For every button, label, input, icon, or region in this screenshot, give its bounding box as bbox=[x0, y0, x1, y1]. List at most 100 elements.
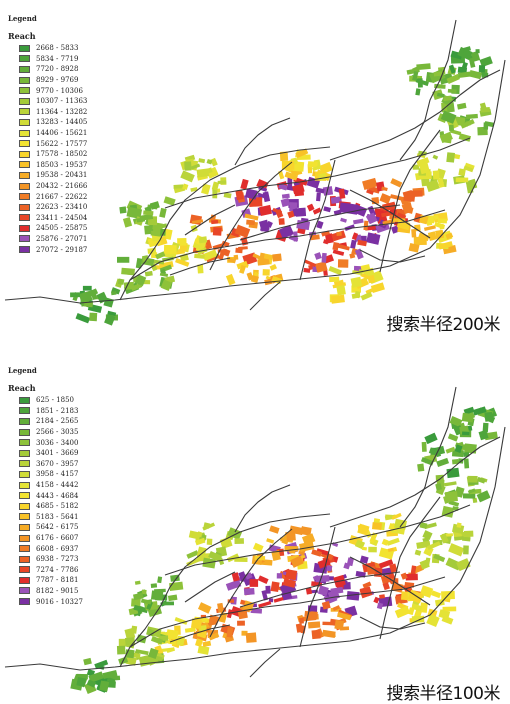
building-parcel bbox=[463, 165, 474, 173]
building-parcel bbox=[403, 194, 416, 202]
building-parcel bbox=[468, 70, 482, 80]
building-parcel bbox=[381, 211, 391, 218]
building-parcel bbox=[457, 66, 468, 74]
building-parcel bbox=[159, 207, 167, 218]
building-parcel bbox=[426, 613, 440, 628]
building-parcel bbox=[217, 602, 224, 613]
building-parcel bbox=[210, 214, 216, 222]
legend-item: 8182 - 9015 bbox=[8, 586, 83, 597]
legend-item: 1851 - 2183 bbox=[8, 406, 83, 417]
building-parcel bbox=[191, 219, 204, 224]
building-parcel bbox=[463, 458, 470, 469]
legend-item: 25876 - 27071 bbox=[8, 234, 87, 245]
building-parcel bbox=[411, 603, 423, 612]
legend-swatch bbox=[19, 513, 30, 521]
building-parcel bbox=[175, 258, 190, 267]
building-parcel bbox=[343, 562, 351, 570]
building-parcel bbox=[396, 212, 407, 220]
legend-range-label: 8929 - 9769 bbox=[36, 76, 79, 85]
building-parcel bbox=[479, 102, 487, 110]
building-parcel bbox=[315, 575, 330, 583]
building-parcel bbox=[111, 291, 117, 296]
building-parcel bbox=[424, 522, 437, 530]
road-line bbox=[184, 204, 236, 236]
building-parcel bbox=[479, 56, 493, 68]
building-parcel bbox=[461, 412, 474, 423]
building-parcel bbox=[261, 590, 269, 601]
building-parcel bbox=[286, 531, 296, 542]
legend-field-name: Reach bbox=[8, 383, 36, 393]
legend-item: 22623 - 23410 bbox=[8, 202, 87, 213]
legend-item: 14406 - 15621 bbox=[8, 128, 87, 139]
building-parcel bbox=[276, 573, 283, 579]
building-parcel bbox=[135, 649, 149, 656]
building-parcel bbox=[368, 546, 377, 553]
building-parcel bbox=[279, 151, 289, 162]
building-parcel bbox=[148, 225, 154, 232]
building-parcel bbox=[162, 601, 175, 606]
building-parcel bbox=[321, 252, 327, 263]
building-parcel bbox=[184, 161, 192, 171]
building-parcel bbox=[235, 247, 243, 254]
building-parcel bbox=[314, 252, 322, 260]
building-parcel bbox=[260, 227, 270, 233]
building-parcel bbox=[206, 538, 213, 545]
building-parcel bbox=[278, 218, 285, 225]
building-parcel bbox=[148, 647, 159, 659]
map-canvas[interactable] bbox=[0, 352, 510, 702]
building-parcel bbox=[292, 208, 299, 217]
building-parcel bbox=[173, 184, 184, 189]
legend-range-label: 3670 - 3957 bbox=[36, 459, 79, 468]
building-parcel bbox=[448, 500, 460, 507]
building-parcel bbox=[292, 183, 305, 195]
building-parcel bbox=[463, 545, 469, 555]
building-parcel bbox=[337, 243, 350, 251]
road-line bbox=[379, 129, 441, 273]
building-parcel bbox=[410, 565, 417, 576]
building-parcel bbox=[414, 549, 422, 556]
legend-range-label: 6176 - 6607 bbox=[36, 534, 79, 543]
building-parcel bbox=[122, 217, 133, 228]
road-line bbox=[169, 257, 231, 276]
legend-range-label: 4158 - 4442 bbox=[36, 481, 79, 490]
map-canvas[interactable] bbox=[0, 0, 510, 350]
legend-swatch bbox=[19, 396, 30, 404]
building-parcel bbox=[360, 291, 373, 301]
building-parcel bbox=[449, 415, 463, 427]
building-parcel bbox=[226, 553, 240, 563]
building-parcel bbox=[244, 213, 259, 221]
building-parcel bbox=[119, 206, 127, 214]
building-parcel bbox=[146, 601, 153, 611]
building-parcel bbox=[316, 220, 324, 229]
building-parcel bbox=[250, 608, 263, 614]
building-parcel bbox=[233, 254, 239, 260]
road-line bbox=[399, 19, 457, 161]
building-parcel bbox=[293, 176, 308, 186]
building-parcel bbox=[70, 292, 81, 298]
building-parcel bbox=[111, 287, 121, 295]
building-parcel bbox=[201, 183, 211, 195]
building-parcel bbox=[102, 669, 118, 680]
building-parcel bbox=[365, 212, 378, 225]
building-parcel bbox=[166, 629, 179, 640]
legend-swatch bbox=[19, 566, 30, 574]
building-parcel bbox=[139, 213, 154, 221]
legend-range-label: 21667 - 22622 bbox=[36, 192, 88, 201]
road-line bbox=[239, 204, 401, 241]
building-parcel bbox=[150, 583, 158, 589]
building-parcel bbox=[421, 441, 427, 452]
building-parcel bbox=[445, 557, 462, 571]
building-parcel bbox=[197, 645, 210, 655]
building-parcel bbox=[475, 49, 480, 54]
building-parcel bbox=[311, 629, 321, 640]
legend-title: Legend bbox=[8, 14, 37, 23]
legend-swatch bbox=[19, 44, 30, 52]
building-parcel bbox=[302, 615, 317, 622]
building-parcel bbox=[336, 231, 342, 237]
building-parcel bbox=[290, 555, 304, 568]
building-parcel bbox=[463, 406, 475, 415]
building-parcel bbox=[271, 550, 281, 562]
building-parcel bbox=[303, 267, 311, 273]
legend-item: 4158 - 4442 bbox=[8, 480, 83, 491]
legend-swatch bbox=[19, 545, 30, 553]
